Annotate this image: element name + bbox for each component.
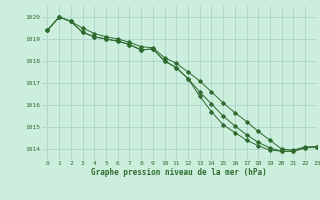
X-axis label: Graphe pression niveau de la mer (hPa): Graphe pression niveau de la mer (hPa) (91, 168, 267, 177)
